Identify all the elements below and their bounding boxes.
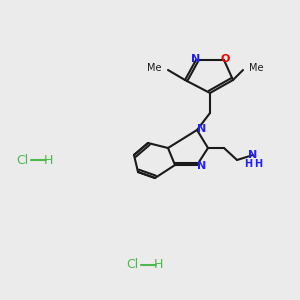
Text: Cl: Cl (16, 154, 28, 166)
Text: H: H (254, 159, 262, 169)
Text: O: O (220, 54, 230, 64)
Text: N: N (248, 150, 258, 160)
Text: N: N (197, 161, 207, 171)
Text: H: H (153, 259, 163, 272)
Text: Cl: Cl (126, 259, 138, 272)
Text: Me: Me (148, 63, 162, 73)
Text: H: H (244, 159, 252, 169)
Text: N: N (191, 54, 201, 64)
Text: N: N (197, 124, 207, 134)
Text: Me: Me (249, 63, 263, 73)
Text: H: H (43, 154, 53, 166)
